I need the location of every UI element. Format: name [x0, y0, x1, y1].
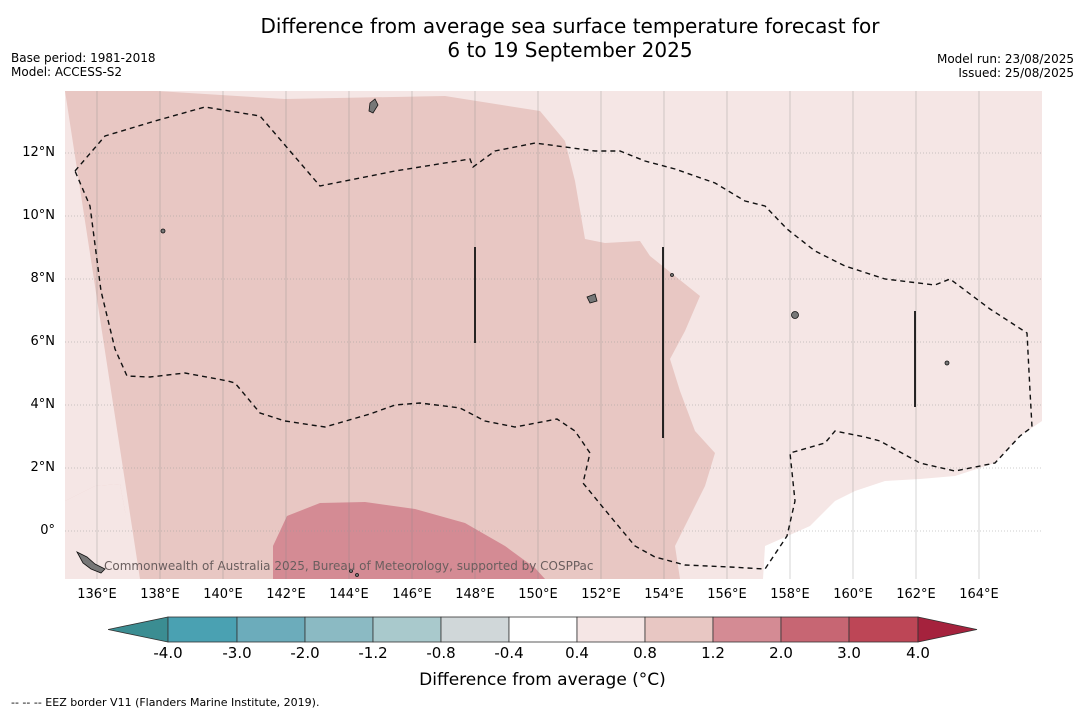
colorbar-bin-11: [848, 616, 919, 643]
eez-borders: [74, 106, 1033, 570]
cb-tick-4.0: 4.0: [906, 644, 930, 662]
cb-tick-0.8: 0.8: [633, 644, 657, 662]
anomaly-zone-neutral: [763, 421, 1042, 579]
lon-label-162e: 162°E: [896, 587, 936, 602]
lon-label-154e: 154°E: [644, 587, 684, 602]
lat-label-10n: 10°N: [22, 208, 55, 223]
lon-label-152e: 152°E: [581, 587, 621, 602]
lon-label-150e: 150°E: [518, 587, 558, 602]
colorbar-bin-9: [712, 616, 782, 643]
cb-tick-m1.2: -1.2: [358, 644, 388, 662]
cb-tick-2.0: 2.0: [769, 644, 793, 662]
colorbar-bin-5: [440, 616, 510, 643]
colorbar-title: Difference from average (°C): [419, 670, 666, 690]
colorbar-bin-1: [167, 616, 238, 643]
meta-left: Base period: 1981-2018 Model: ACCESS-S2: [11, 51, 156, 79]
eez-solid-segments: [474, 247, 916, 438]
cb-tick-m2.0: -2.0: [290, 644, 320, 662]
lon-label-136e: 136°E: [77, 587, 117, 602]
lat-label-4n: 4°N: [30, 397, 56, 412]
colorbar-bin-6: [508, 616, 578, 643]
title-line-2: 6 to 19 September 2025: [447, 38, 693, 62]
cb-tick-m4.0: -4.0: [153, 644, 183, 662]
lon-label-138e: 138°E: [140, 587, 180, 602]
lat-label-8n: 8°N: [30, 271, 56, 286]
chart-title: Difference from average sea surface temp…: [0, 14, 1085, 62]
colorbar-bin-10: [780, 616, 850, 643]
colorbar-over-arrow: [917, 616, 978, 643]
model-name: Model: ACCESS-S2: [11, 65, 123, 79]
eez-legend: -- -- -- EEZ border V11 (Flanders Marine…: [11, 696, 320, 709]
cb-tick-m0.8: -0.8: [426, 644, 456, 662]
lon-label-142e: 142°E: [266, 587, 306, 602]
lon-label-156e: 156°E: [707, 587, 747, 602]
base-period: Base period: 1981-2018: [11, 51, 156, 65]
cb-tick-1.2: 1.2: [701, 644, 725, 662]
meta-right: Model run: 23/08/2025 Issued: 25/08/2025: [937, 52, 1074, 80]
lon-label-144e: 144°E: [329, 587, 369, 602]
colorbar-bin-2: [236, 616, 306, 643]
eez-border-west: [74, 106, 1033, 570]
lon-label-140e: 140°E: [203, 587, 243, 602]
cb-tick-0.4: 0.4: [565, 644, 589, 662]
title-line-1: Difference from average sea surface temp…: [260, 14, 880, 38]
lat-label-12n: 12°N: [22, 145, 55, 160]
colorbar: [108, 616, 978, 643]
colorbar-under-arrow: [108, 616, 169, 643]
model-run: Model run: 23/08/2025: [936, 52, 1074, 66]
anomaly-zone-medium: [65, 91, 715, 579]
lat-label-2n: 2°N: [30, 460, 56, 475]
colorbar-bin-3: [304, 616, 374, 643]
map-area: [65, 91, 1042, 579]
lon-label-164e: 164°E: [959, 587, 999, 602]
lon-label-158e: 158°E: [770, 587, 810, 602]
issued-date: Issued: 25/08/2025: [958, 66, 1074, 80]
anomaly-zone-warm: [273, 502, 545, 579]
colorbar-bin-8: [644, 616, 714, 643]
colorbar-bin-7: [576, 616, 646, 643]
sst-anomaly-map: [65, 91, 1042, 579]
lat-label-6n: 6°N: [30, 334, 56, 349]
grid: [65, 152, 1042, 532]
islands: [76, 98, 950, 577]
lon-label-148e: 148°E: [455, 587, 495, 602]
colorbar-bin-4: [372, 616, 442, 643]
cb-tick-3.0: 3.0: [837, 644, 861, 662]
cb-tick-m3.0: -3.0: [222, 644, 252, 662]
lon-label-160e: 160°E: [833, 587, 873, 602]
copyright-notice: Commonwealth of Australia 2025, Bureau o…: [104, 559, 594, 573]
lat-label-0: 0°: [40, 523, 55, 538]
cb-tick-m0.4: -0.4: [494, 644, 524, 662]
lon-label-146e: 146°E: [392, 587, 432, 602]
